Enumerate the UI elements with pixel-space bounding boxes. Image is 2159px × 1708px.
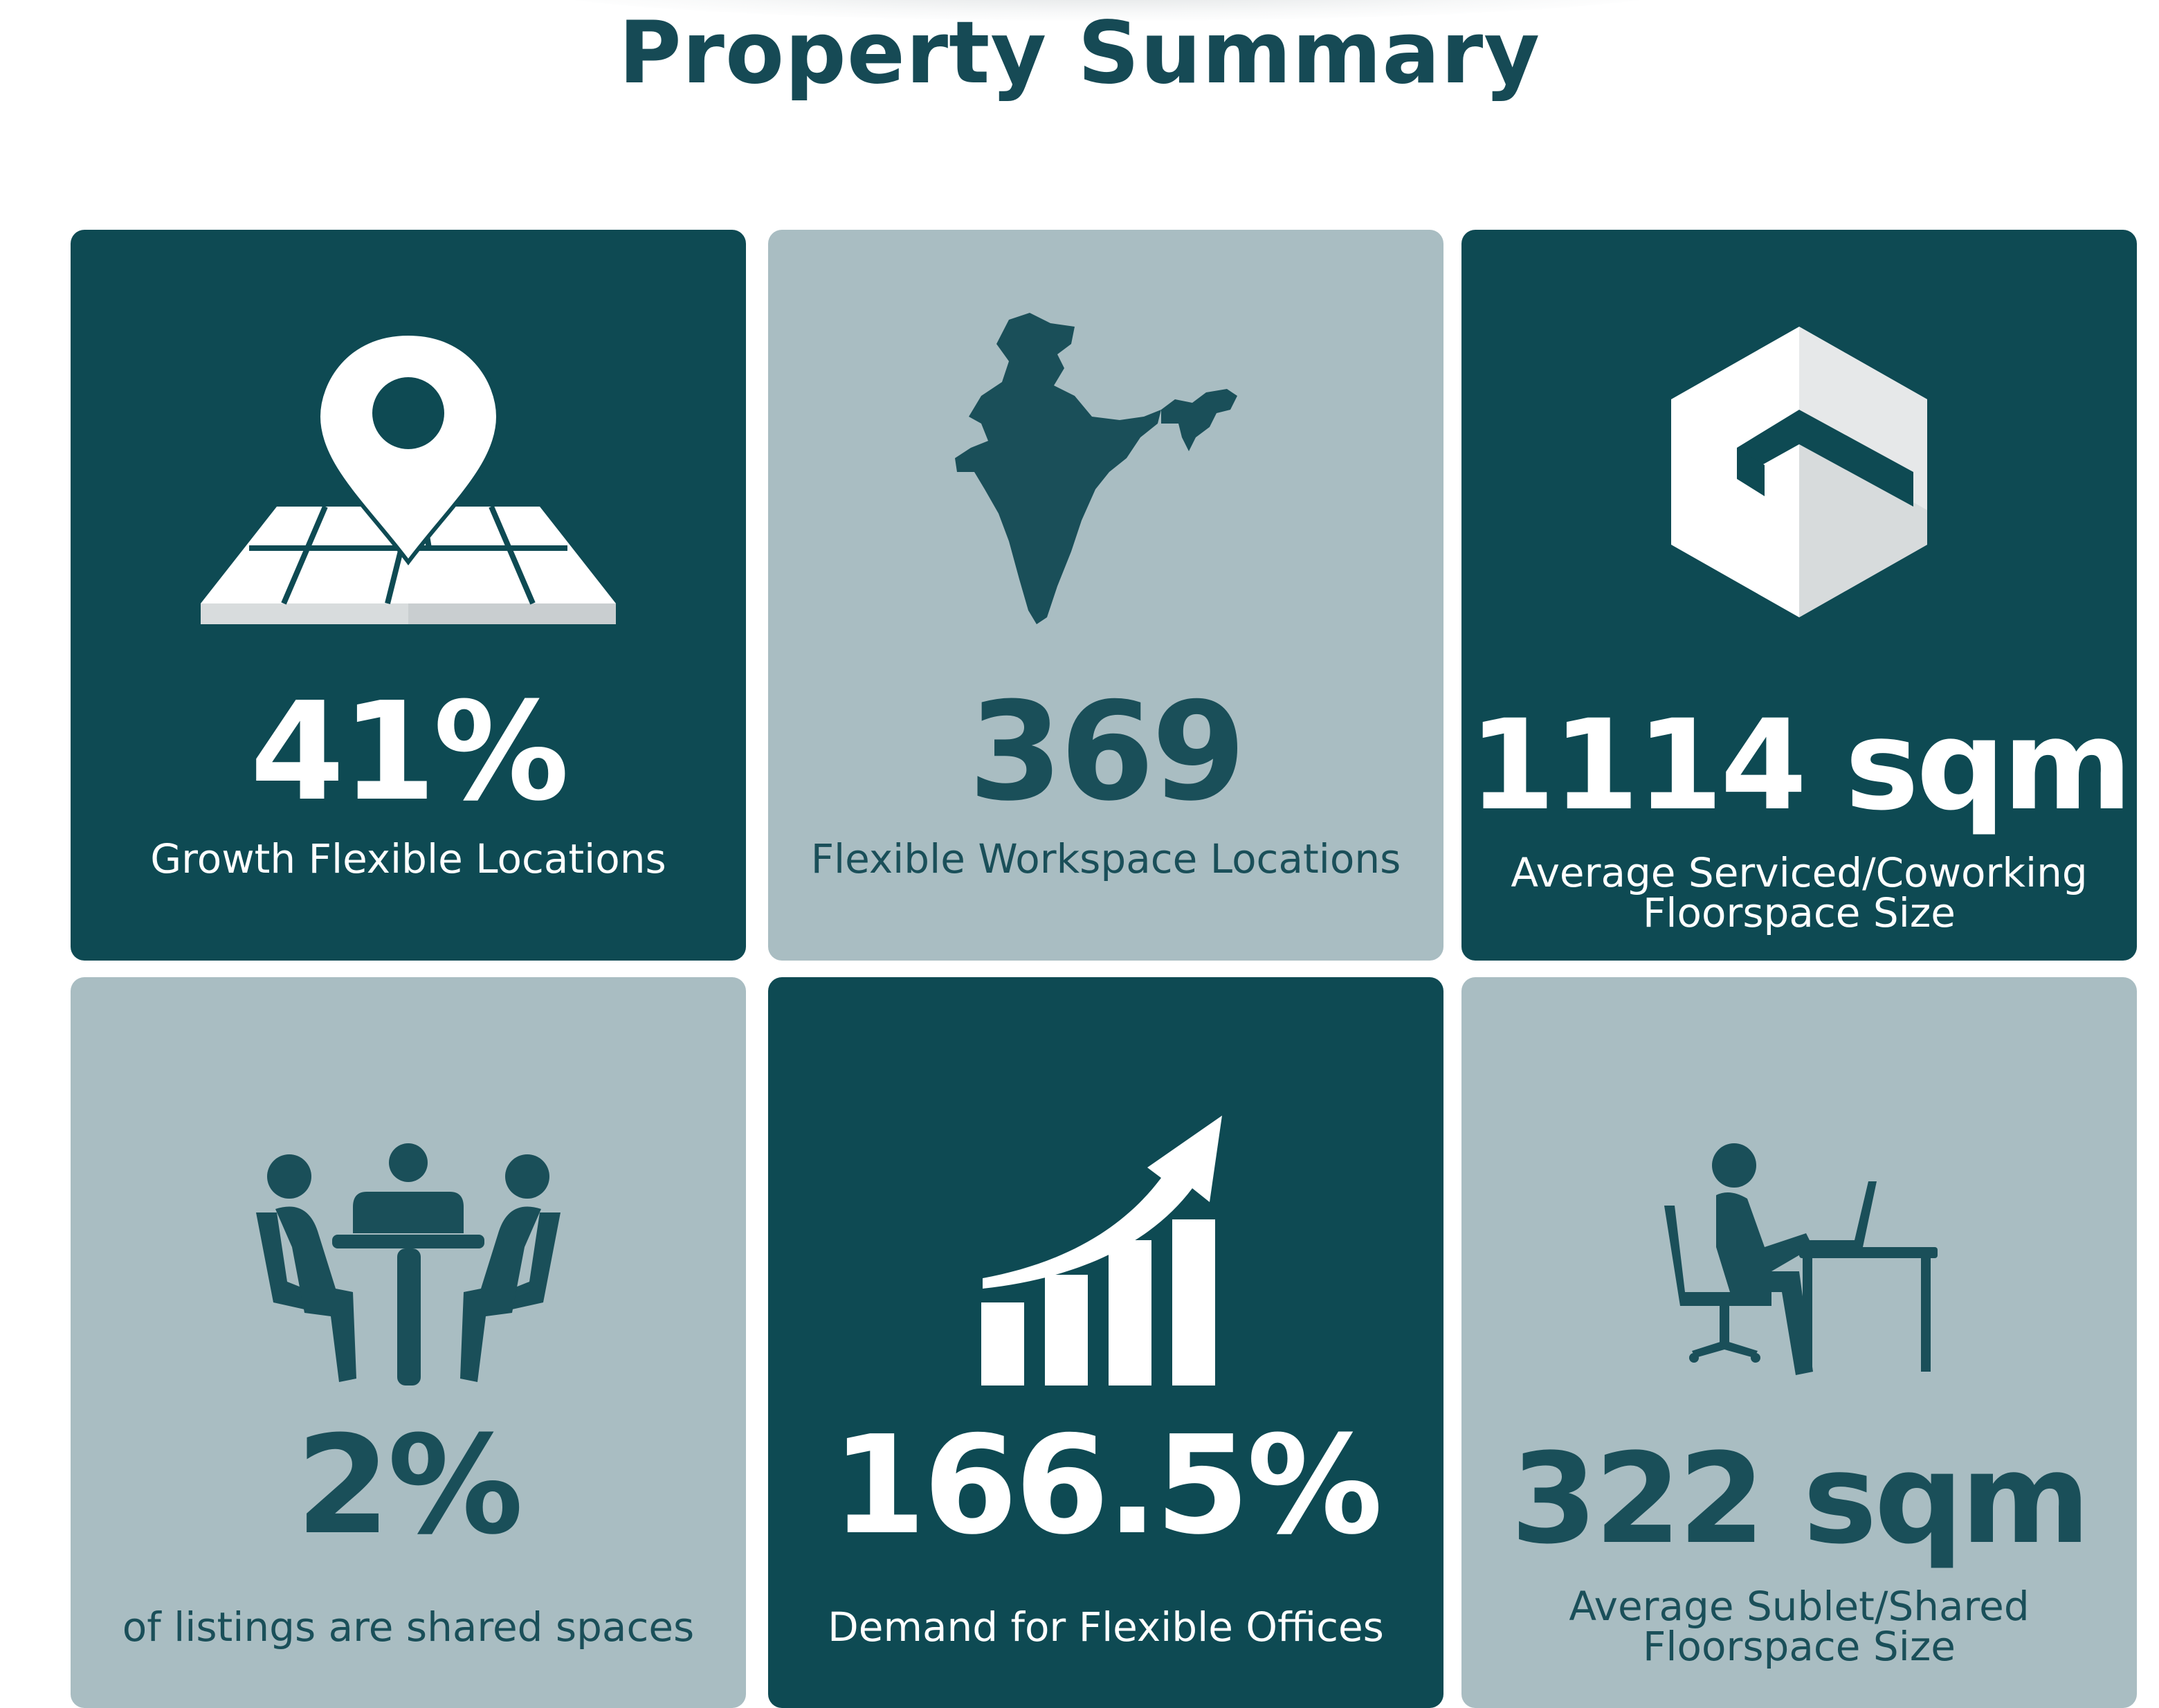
stat-value: 322 sqm [1511, 1427, 2090, 1572]
desk-worker-icon [1461, 1143, 2137, 1379]
map-pin-icon [71, 320, 746, 624]
stat-label: of listings are shared spaces [122, 1603, 695, 1651]
stat-label: Average Serviced/Coworking Floorspace Si… [1511, 849, 2088, 936]
stat-value: 369 [968, 673, 1246, 831]
stat-value: 1114 sqm [1468, 693, 2132, 838]
stat-card-shared-spaces: 2% of listings are shared spaces [71, 977, 746, 1708]
stat-card-average-sublet-shared-floorspace: 322 sqm Average Sublet/Shared Floorspace… [1461, 977, 2137, 1708]
stat-value: 41% [250, 673, 569, 831]
cube-icon [1461, 327, 2137, 617]
india-map-icon [768, 313, 1443, 631]
stat-card-average-serviced-coworking-floorspace: 1114 sqm Average Serviced/Coworking Floo… [1461, 230, 2137, 961]
stat-label: Average Sublet/Shared Floorspace Size [1569, 1583, 2030, 1670]
stat-label: Demand for Flexible Offices [828, 1603, 1384, 1651]
growth-chart-icon [768, 1116, 1443, 1386]
stat-card-growth-flexible-locations: 41% Growth Flexible Locations [71, 230, 746, 961]
page-title: Property Summary [618, 3, 1541, 103]
stat-label: Flexible Workspace Locations [810, 835, 1401, 882]
stat-value: 166.5% [831, 1407, 1383, 1565]
stat-label: Growth Flexible Locations [150, 835, 666, 882]
stat-value: 2% [295, 1407, 524, 1565]
stat-card-flexible-workspace-locations: 369 Flexible Workspace Locations [768, 230, 1443, 961]
stat-card-demand-flexible-offices: 166.5% Demand for Flexible Offices [768, 977, 1443, 1708]
meeting-table-icon [71, 1143, 746, 1386]
